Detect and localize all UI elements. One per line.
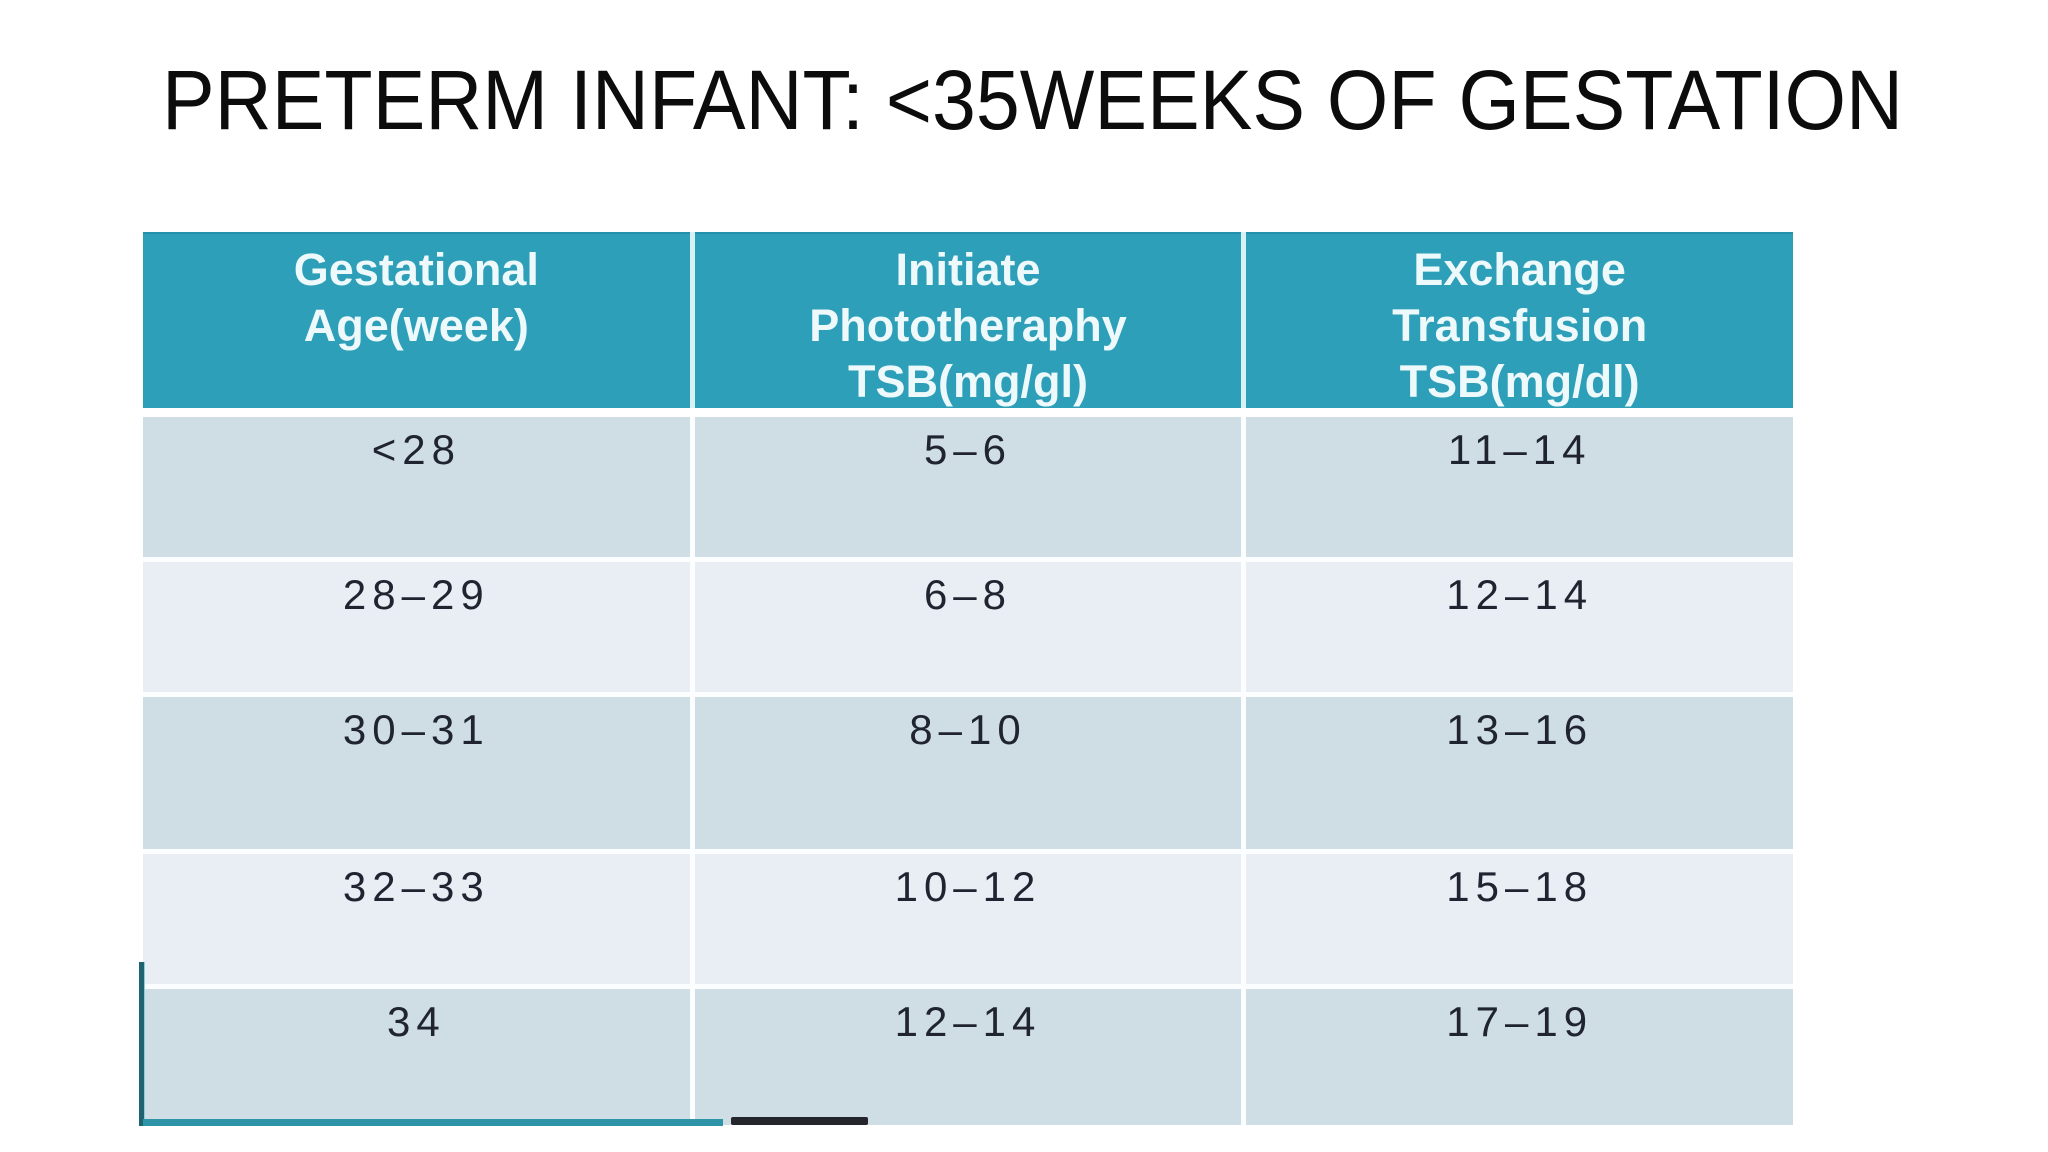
table-cell: 30–31 xyxy=(143,697,690,849)
table-cell: 32–33 xyxy=(143,854,690,984)
threshold-table: Gestational Age(week) Initiate Photother… xyxy=(143,232,1793,1125)
table-cell: 13–16 xyxy=(1246,697,1793,849)
header-initiate-phototherapy: Initiate Phototheraphy TSB(mg/gl) xyxy=(694,232,1242,408)
table-cell: 10–12 xyxy=(694,854,1242,984)
table-cell: 6–8 xyxy=(694,562,1242,692)
table-cell: <28 xyxy=(143,417,690,557)
table-cell: 12–14 xyxy=(694,989,1242,1125)
header-gestational-age: Gestational Age(week) xyxy=(143,232,690,408)
bottom-edge-smudge xyxy=(731,1117,868,1125)
table-cell: 34 xyxy=(143,989,690,1125)
table-cell: 15–18 xyxy=(1246,854,1793,984)
table-cell: 17–19 xyxy=(1246,989,1793,1125)
table-corner-accent-vertical xyxy=(139,962,144,1126)
slide-title: PRETERM INFANT: <35WEEKS OF GESTATION xyxy=(162,53,1904,147)
table-cell: 28–29 xyxy=(143,562,690,692)
table-cell: 12–14 xyxy=(1246,562,1793,692)
table-cell: 8–10 xyxy=(694,697,1242,849)
header-exchange-transfusion: Exchange Transfusion TSB(mg/dl) xyxy=(1246,232,1793,408)
table-cell: 5–6 xyxy=(694,417,1242,557)
table-header-row: Gestational Age(week) Initiate Photother… xyxy=(143,232,1793,408)
table-body: <28 5–6 11–14 28–29 6–8 12–14 30–31 8–10… xyxy=(143,417,1793,1125)
table-corner-accent-horizontal xyxy=(143,1119,723,1126)
table-cell: 11–14 xyxy=(1246,417,1793,557)
